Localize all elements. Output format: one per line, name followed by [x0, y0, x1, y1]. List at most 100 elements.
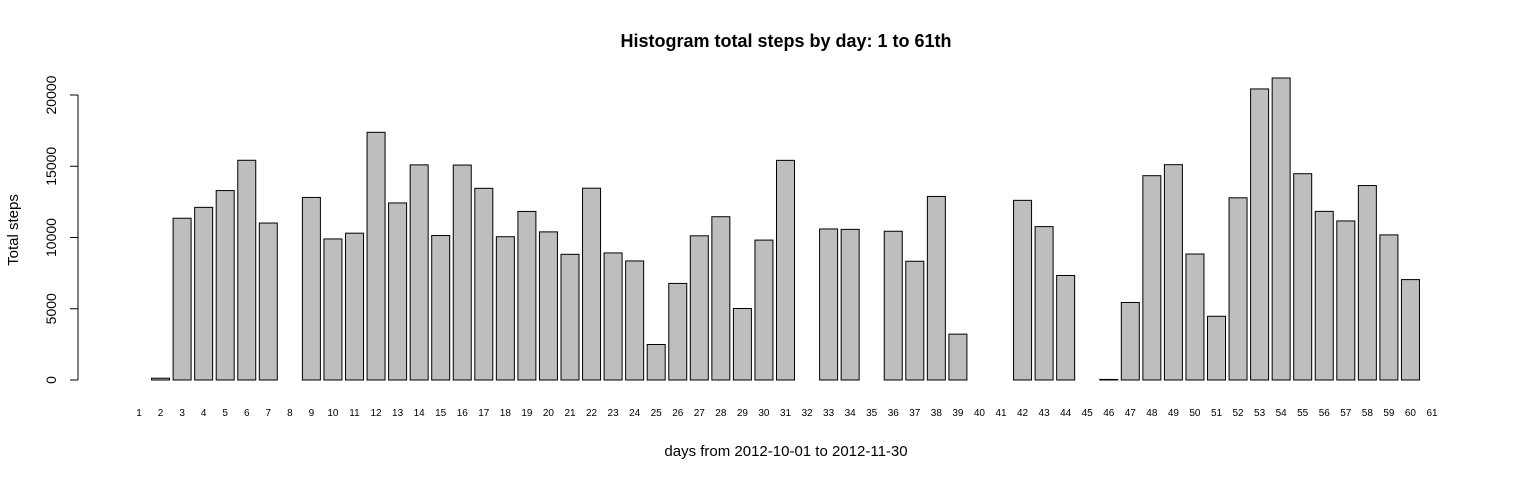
- bar: [819, 228, 839, 381]
- x-category-label: 7: [266, 408, 272, 419]
- x-category-label: 3: [179, 408, 185, 419]
- x-category-label: 39: [952, 408, 964, 419]
- x-category-label: 52: [1232, 408, 1244, 419]
- bar: [366, 131, 386, 381]
- x-category-label: 30: [758, 408, 770, 419]
- bar: [582, 187, 602, 381]
- x-category-label: 6: [244, 408, 250, 419]
- x-category-label: 26: [672, 408, 684, 419]
- bar: [1336, 220, 1356, 381]
- bar: [1293, 173, 1313, 381]
- x-category-label: 11: [349, 408, 360, 419]
- x-category-label: 41: [995, 408, 1007, 419]
- bar: [258, 222, 278, 381]
- x-category-label: 1: [136, 408, 142, 419]
- x-category-label: 18: [500, 408, 512, 419]
- y-axis: 0 5000 10000 15000 20000: [43, 75, 79, 384]
- bar: [301, 196, 321, 381]
- bar: [1120, 301, 1140, 381]
- x-category-label: 38: [931, 408, 943, 419]
- bar: [1207, 315, 1226, 381]
- y-tick-label: 15000: [43, 147, 59, 186]
- x-category-label: 42: [1017, 408, 1029, 419]
- bar: [431, 235, 451, 381]
- bar: [603, 252, 623, 381]
- x-category-label: 50: [1189, 408, 1201, 419]
- x-category-label: 54: [1276, 408, 1288, 419]
- x-category-label: 47: [1125, 408, 1137, 419]
- x-category-label: 8: [287, 408, 293, 419]
- x-category-label: 55: [1297, 408, 1309, 419]
- x-category-label: 40: [974, 408, 986, 419]
- y-tick-label: 5000: [43, 293, 59, 324]
- bar: [754, 239, 774, 381]
- bar: [1228, 197, 1248, 381]
- x-category-label: 46: [1103, 408, 1115, 419]
- bars: [151, 77, 1420, 381]
- bar: [452, 164, 472, 381]
- bar: [409, 164, 429, 381]
- x-category-label: 19: [521, 408, 533, 419]
- x-category-label: 28: [715, 408, 727, 419]
- x-category-label: 16: [457, 408, 469, 419]
- y-tick-label: 0: [43, 376, 59, 384]
- bar: [538, 231, 558, 381]
- x-category-label: 23: [608, 408, 620, 419]
- bar: [1185, 253, 1205, 381]
- x-category-label: 58: [1362, 408, 1374, 419]
- x-category-label: 31: [780, 408, 792, 419]
- x-category-label: 37: [909, 408, 921, 419]
- bar: [776, 159, 795, 381]
- bar: [474, 187, 494, 381]
- x-category-label: 53: [1254, 408, 1266, 419]
- x-category-label: 51: [1211, 408, 1223, 419]
- x-category-label: 56: [1319, 408, 1331, 419]
- bar: [1099, 378, 1119, 381]
- bar: [926, 195, 946, 381]
- bar: [1013, 199, 1033, 381]
- x-category-label: 44: [1060, 408, 1072, 419]
- bar: [1250, 88, 1270, 381]
- bar: [172, 217, 192, 381]
- x-category-label: 4: [201, 408, 207, 419]
- x-category-label: 45: [1082, 408, 1094, 419]
- x-category-label: 60: [1405, 408, 1417, 419]
- bar: [345, 232, 364, 381]
- bar: [1379, 234, 1399, 381]
- bar: [237, 159, 257, 381]
- x-category-label: 57: [1340, 408, 1352, 419]
- x-category-label: 25: [651, 408, 663, 419]
- bar: [689, 235, 709, 381]
- bar: [625, 260, 645, 381]
- x-category-label: 24: [629, 408, 641, 419]
- x-category-label: 33: [823, 408, 835, 419]
- bar: [711, 216, 731, 381]
- x-category-label: 9: [309, 408, 315, 419]
- bar: [517, 210, 537, 381]
- x-category-label: 12: [370, 408, 382, 419]
- x-category-label: 17: [478, 408, 490, 419]
- bar: [388, 202, 408, 381]
- x-category-label: 61: [1426, 408, 1438, 419]
- bar: [1400, 279, 1420, 381]
- bar: [151, 377, 171, 381]
- x-axis-label: days from 2012-10-01 to 2012-11-30: [664, 443, 907, 460]
- x-category-label: 22: [586, 408, 598, 419]
- x-category-label: 20: [543, 408, 555, 419]
- x-category-label: 49: [1168, 408, 1180, 419]
- chart-title: Histogram total steps by day: 1 to 61th: [620, 31, 951, 51]
- x-category-label: 32: [801, 408, 813, 419]
- y-tick-label: 20000: [43, 75, 59, 114]
- bar: [840, 228, 860, 381]
- bar: [215, 190, 235, 381]
- y-tick-label: 10000: [43, 218, 59, 257]
- x-category-label: 14: [414, 408, 426, 419]
- x-category-label: 29: [737, 408, 749, 419]
- bar: [1034, 226, 1054, 381]
- y-axis-label: Total steps: [5, 194, 22, 266]
- x-category-label: 27: [694, 408, 706, 419]
- x-category-label: 36: [888, 408, 900, 419]
- x-category-label: 21: [564, 408, 576, 419]
- bar: [1056, 274, 1076, 381]
